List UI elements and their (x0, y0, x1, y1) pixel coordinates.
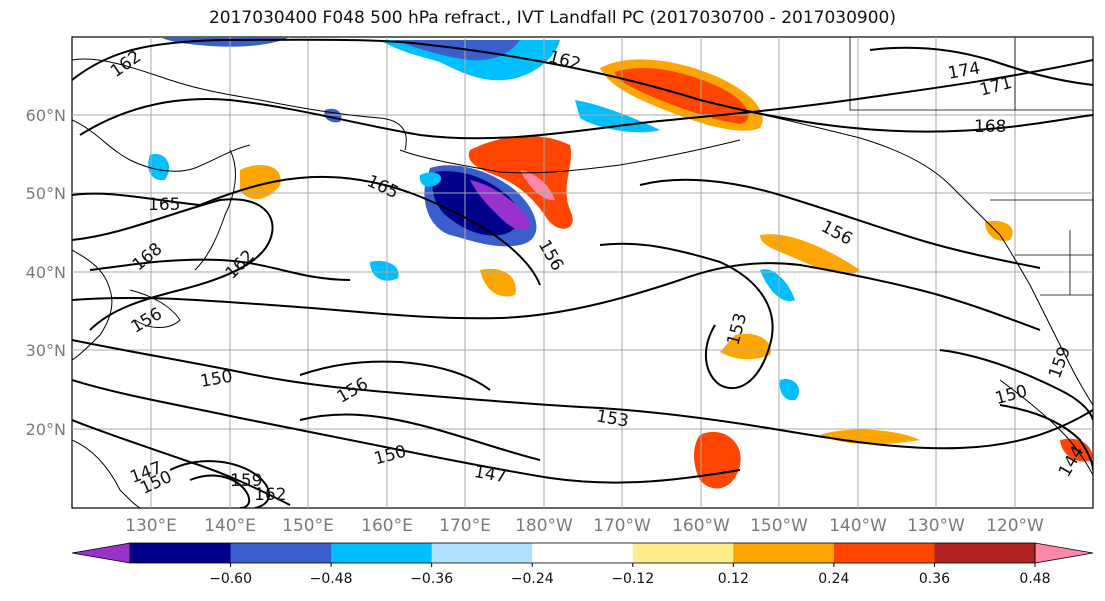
lon-label: 170°E (439, 516, 491, 536)
longitude-labels: 130°E 140°E 150°E 160°E 170°E 180°W 170°… (125, 516, 1044, 536)
contour-line (72, 419, 291, 506)
contour-line (89, 258, 351, 281)
contour-label: 165 (148, 195, 180, 215)
positive-anomaly-region (615, 68, 749, 124)
contour-line (299, 413, 541, 461)
colorbar-tick-labels: −0.60 −0.48 −0.36 −0.24 −0.12 0.12 0.24 0.36 0.4… (209, 563, 1051, 587)
coastline (72, 119, 251, 172)
contour-line (639, 178, 1041, 269)
colorbar-tick-label: 0.48 (1019, 571, 1050, 587)
colorbar-segment (934, 543, 1036, 563)
coastline (129, 289, 181, 328)
colorbar-segment (833, 543, 935, 563)
coastline (194, 149, 236, 271)
positive-anomaly-region (760, 234, 860, 275)
contour-label: 162 (254, 485, 286, 505)
lon-label: 120°W (986, 516, 1044, 536)
contour-line (72, 38, 1093, 133)
contour-label: 168 (974, 117, 1006, 137)
negative-anomaly-region (370, 260, 399, 281)
contour-line (72, 175, 541, 286)
colorbar-extension-high (1034, 542, 1094, 564)
negative-anomaly-region (432, 171, 520, 236)
lon-label: 140°W (829, 516, 887, 536)
colorbar-segment (230, 543, 332, 563)
negative-anomaly-region (779, 379, 800, 401)
positive-anomaly-region (694, 431, 741, 489)
lat-label: 40°N (26, 263, 66, 282)
colorbar-tick-label: −0.48 (310, 571, 353, 587)
lon-label: 180°W (515, 516, 573, 536)
positive-anomaly-region (720, 333, 771, 360)
colorbar-tick-label: 0.36 (919, 571, 950, 587)
colorbar-tick-label: −0.60 (209, 571, 252, 587)
contour-line (189, 474, 251, 508)
colorbar-tick-label: 0.24 (818, 571, 849, 587)
coastline (399, 139, 741, 174)
lon-label: 160°W (672, 516, 730, 536)
lat-label: 30°N (26, 341, 66, 360)
colorbar-tick-label: 0.12 (718, 571, 749, 587)
lon-label: 150°W (750, 516, 808, 536)
map-title: 2017030400 F048 500 hPa refract., IVT La… (208, 8, 896, 28)
colorbar-segment (431, 543, 533, 563)
contour-line (999, 404, 1093, 471)
positive-anomaly-region (1060, 438, 1093, 462)
coastline (72, 58, 407, 151)
lon-label: 150°E (282, 516, 334, 536)
coastline (72, 439, 141, 508)
lat-label: 60°N (26, 106, 66, 125)
contour-line (79, 59, 1093, 140)
colorbar-segment (130, 543, 232, 563)
positive-anomaly-region (480, 268, 516, 297)
colorbar-segment (733, 543, 835, 563)
colorbar-segment (632, 543, 734, 563)
colorbar-segment (532, 543, 634, 563)
negative-anomaly-region (148, 154, 170, 181)
political-borders (849, 37, 1093, 296)
lon-label: 130°W (907, 516, 965, 536)
border-line (849, 37, 1093, 111)
colorbar-tick-label: −0.12 (611, 571, 654, 587)
contour-line (72, 339, 1093, 450)
contour-line (939, 349, 1093, 421)
colorbar-extension-low (71, 542, 131, 564)
lon-label: 170°W (593, 516, 651, 536)
coastline (1029, 284, 1093, 406)
coastline (739, 109, 1031, 286)
lat-label: 50°N (26, 184, 66, 203)
colorbar-tick-label: −0.36 (410, 571, 453, 587)
positive-anomaly-region (240, 165, 281, 200)
lon-label: 140°E (204, 516, 256, 536)
contour-line (869, 46, 1093, 86)
lon-label: 160°E (361, 516, 413, 536)
height-contours (72, 38, 1093, 508)
colorbar-segment (331, 543, 433, 563)
lon-label: 130°E (125, 516, 177, 536)
contour-line (599, 242, 774, 390)
coastline (72, 249, 113, 361)
colorbar (71, 542, 1094, 564)
negative-anomaly-region (760, 269, 795, 302)
positive-anomaly-region (468, 135, 573, 229)
contour-line (72, 379, 741, 484)
positive-anomaly-region (985, 220, 1013, 242)
contour-line (299, 360, 491, 391)
coastlines (72, 58, 1093, 508)
lat-label: 20°N (26, 420, 66, 439)
coastline (999, 379, 1093, 476)
colorbar-outline (129, 542, 1036, 564)
contour-line (169, 460, 270, 508)
contour-label: 159 (230, 471, 262, 491)
gridlines (72, 37, 1093, 508)
colorbar-tick-label: −0.24 (511, 571, 554, 587)
latitude-labels: 20°N 30°N 40°N 50°N 60°N (26, 106, 66, 439)
contour-line (72, 262, 1041, 331)
negative-anomaly-region (419, 172, 441, 187)
